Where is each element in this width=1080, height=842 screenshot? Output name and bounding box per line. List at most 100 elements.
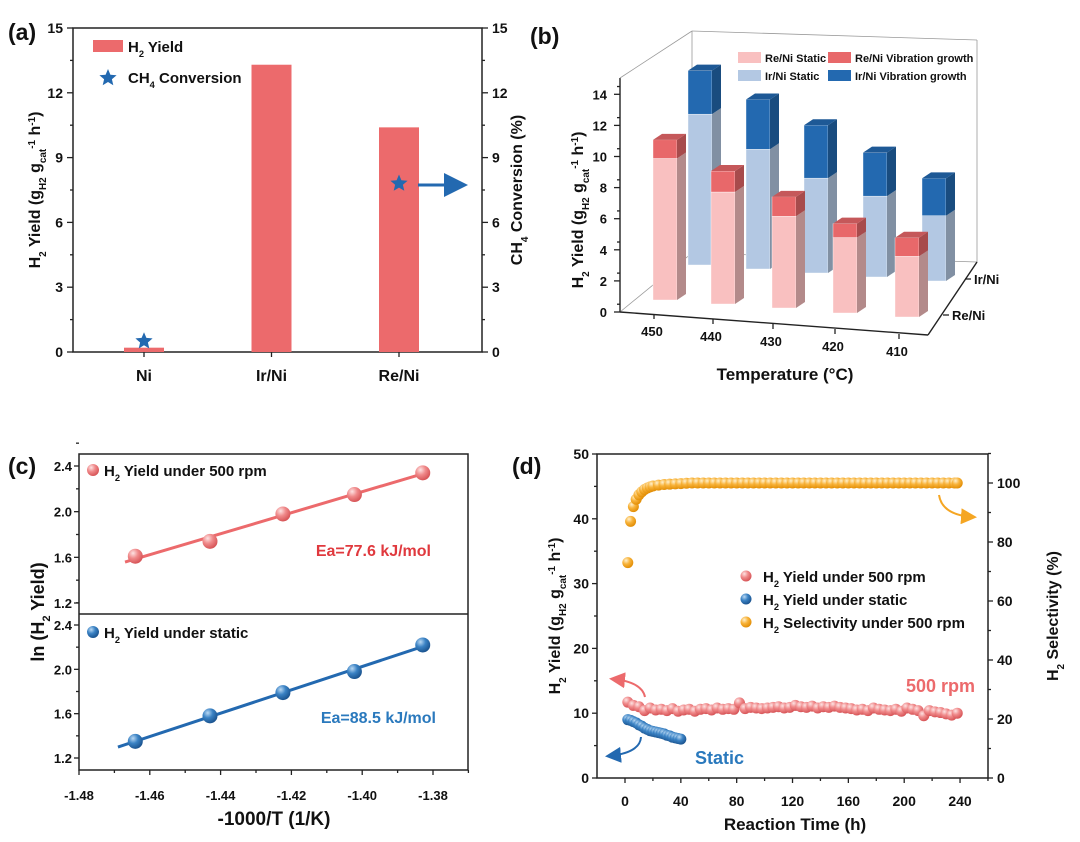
x-tick-label: -1.46 <box>135 788 165 803</box>
ir-ni-bar-segment <box>745 149 771 270</box>
x-tick-label: 160 <box>837 793 861 809</box>
y-tick-label: 12 <box>47 85 63 101</box>
y-tick-label: 0 <box>581 770 589 786</box>
annotation-static: Static <box>695 748 744 768</box>
y-tick-label: 3 <box>55 279 63 295</box>
y-tick-label-right: 60 <box>997 593 1013 609</box>
ir-ni-bar-top <box>863 146 896 153</box>
y-tick-label-right: 12 <box>492 85 508 101</box>
ir-ni-bar-segment <box>803 125 829 179</box>
y-tick-label: 20 <box>573 640 589 656</box>
y-axis-label: H2 Yield (gH2 gcat-1 h-1) <box>27 112 49 269</box>
y-tick-label: 1.2 <box>54 751 72 766</box>
legend-label: Ir/Ni Static <box>765 71 819 83</box>
y-axis-label: H2 Yield (gH2 gcat-1 h-1) <box>547 538 569 695</box>
re-ni-bar-side <box>857 217 866 238</box>
x-axis-label: Reaction Time (h) <box>724 815 866 834</box>
legend-label: Re/Ni Static <box>765 53 826 65</box>
data-point <box>675 733 687 745</box>
x-tick-label: -1.42 <box>277 788 307 803</box>
y-axis-label-right: H2 Selectivity (%) <box>1045 551 1067 681</box>
y-tick-label-right: 0 <box>997 770 1005 786</box>
legend-label: H2 Yield under 500 rpm <box>763 569 926 589</box>
bar <box>379 127 419 352</box>
ir-ni-bar-side <box>887 190 896 277</box>
y-axis-label: H2 Yield (gH2 gcat-1 h-1) <box>570 132 592 289</box>
star-marker <box>390 174 408 191</box>
y-tick-label: 0 <box>600 305 607 320</box>
re-ni-bar-side <box>796 210 805 308</box>
re-ni-bar-side <box>857 231 866 313</box>
y-axis-label: ln (H2 Yield) <box>28 562 53 661</box>
x-tick-label: 420 <box>822 339 844 354</box>
data-point <box>622 557 634 569</box>
legend-marker <box>740 616 752 628</box>
legend-swatch <box>738 70 761 81</box>
x-tick-label: 430 <box>760 334 782 349</box>
x-tick-label: 450 <box>641 324 663 339</box>
legend-marker <box>740 593 752 605</box>
data-point <box>346 664 362 680</box>
y-tick-label: 1.6 <box>54 550 72 565</box>
right-axis-arrow-icon <box>938 494 977 525</box>
y-tick-label: 8 <box>600 181 607 196</box>
re-ni-bar-segment <box>652 139 678 159</box>
ir-ni-bar-segment <box>687 113 713 266</box>
y-tick-label: 15 <box>47 20 63 36</box>
y-axis-label-right: CH4 Conversion (%) <box>509 115 531 265</box>
ir-ni-bar-side <box>946 209 955 281</box>
axis-frame <box>619 30 693 79</box>
x-tick-label: -1.40 <box>347 788 377 803</box>
legend-label: H2 Yield under 500 rpm <box>104 463 267 483</box>
data-point <box>127 548 143 564</box>
legend-swatch <box>738 52 761 63</box>
y-tick-label: 10 <box>573 705 589 721</box>
bar <box>124 347 164 352</box>
panel-label: (a) <box>8 19 36 45</box>
y-tick-label-right: 100 <box>997 475 1021 491</box>
axis-frame <box>691 30 978 41</box>
ir-ni-bar-top <box>804 119 837 126</box>
y-tick-label-right: 20 <box>997 711 1013 727</box>
y-tick-label: 2 <box>600 274 607 289</box>
re-ni-bar-segment <box>894 256 920 318</box>
y-tick-label: 6 <box>600 212 607 227</box>
legend-label: H2 Yield under static <box>763 592 907 612</box>
re-ni-bar-segment <box>894 237 920 257</box>
ir-ni-bar-segment <box>687 70 713 115</box>
y-tick-label: 30 <box>573 576 589 592</box>
y-tick-label-right: 0 <box>492 344 500 360</box>
x-tick-label: 120 <box>781 793 805 809</box>
data-point <box>951 477 963 489</box>
re-ni-bar-segment <box>710 191 736 305</box>
legend-label: H2 Selectivity under 500 rpm <box>763 615 965 635</box>
re-ni-bar-top <box>772 190 805 197</box>
activation-energy-label: Ea=88.5 kJ/mol <box>321 710 436 727</box>
ir-ni-bar-segment <box>921 178 947 216</box>
y-tick-label-right: 80 <box>997 534 1013 550</box>
data-point <box>951 707 963 719</box>
re-ni-bar-side <box>677 152 686 300</box>
y-tick-label-right: 15 <box>492 20 508 36</box>
data-point <box>346 487 362 503</box>
y-tick-label: 1.6 <box>54 707 72 722</box>
y-tick-label: 50 <box>573 446 589 462</box>
ir-ni-bar-side <box>712 64 721 115</box>
y-tick-label: 12 <box>593 118 607 133</box>
re-ni-bar-side <box>919 250 928 317</box>
left-axis-arrow-icon <box>605 736 642 763</box>
data-point <box>202 708 218 724</box>
ir-ni-bar-segment <box>862 152 888 197</box>
data-point <box>275 506 291 522</box>
y-tick-label-right: 9 <box>492 150 500 166</box>
panel-label: (d) <box>512 453 541 479</box>
depth-axis <box>927 261 978 336</box>
y-tick-label: 2.0 <box>54 505 72 520</box>
legend-label: Ir/Ni Vibration growth <box>855 71 967 83</box>
y-tick-label: 9 <box>55 150 63 166</box>
re-ni-bar-segment <box>771 196 797 217</box>
re-ni-bar-segment <box>771 216 797 309</box>
row-label: Re/Ni <box>952 308 985 323</box>
y-tick-label-right: 40 <box>997 652 1013 668</box>
x-tick-label: 240 <box>948 793 972 809</box>
